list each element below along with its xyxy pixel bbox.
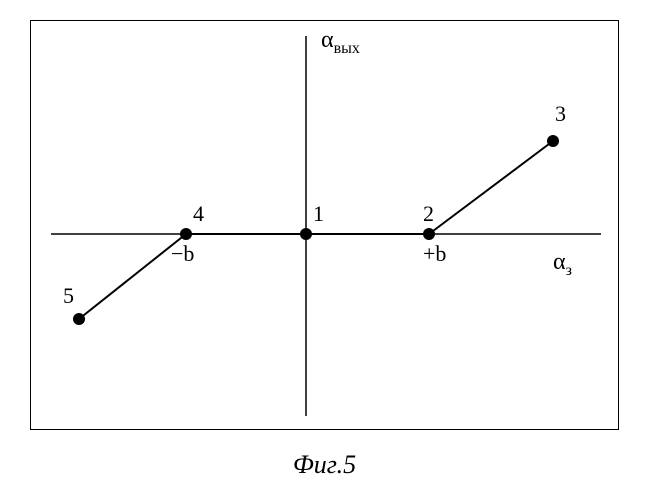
label-minus-b: −b [171, 241, 194, 267]
point-1 [300, 228, 312, 240]
point-5 [73, 313, 85, 325]
label-point-2: 2 [423, 201, 434, 227]
y-axis-alpha: α [321, 27, 334, 53]
x-axis-alpha: α [553, 249, 566, 275]
y-axis-label: αвых [321, 27, 360, 58]
label-point-1: 1 [313, 201, 324, 227]
label-plus-b: +b [423, 241, 446, 267]
y-axis-sub: вых [334, 40, 360, 57]
label-point-4: 4 [193, 201, 204, 227]
figure-caption: Фиг.5 [0, 450, 649, 480]
label-point-5: 5 [63, 283, 74, 309]
point-3 [547, 135, 559, 147]
x-axis-label: αз [553, 249, 572, 280]
label-point-3: 3 [555, 101, 566, 127]
segment-5-4 [79, 234, 186, 319]
segment-2-3 [429, 141, 553, 234]
x-axis-sub: з [566, 262, 572, 279]
figure-frame: αвых αз 1 2 3 4 5 +b −b [30, 20, 619, 430]
plot-svg [31, 21, 620, 431]
point-4 [180, 228, 192, 240]
point-2 [423, 228, 435, 240]
